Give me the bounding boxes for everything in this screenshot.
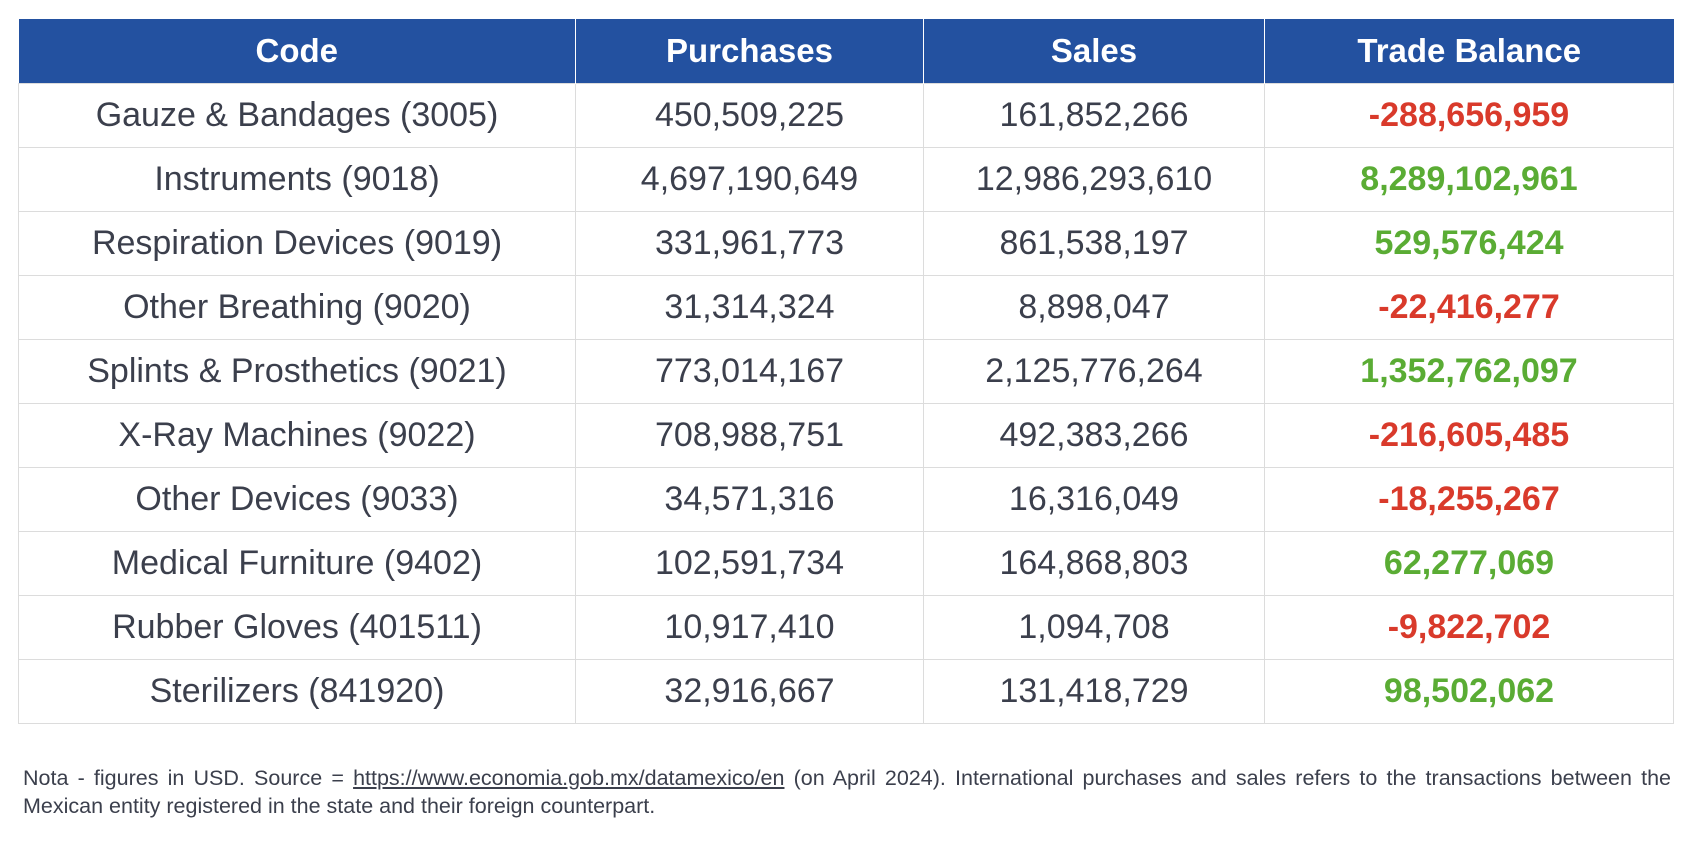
table-cell: Instruments (9018): [18, 147, 576, 212]
table-row: Medical Furniture (9402) 102,591,734 164,8…: [18, 531, 1674, 596]
table-cell: 708,988,751: [575, 403, 924, 468]
table-cell: Rubber Gloves (401511): [18, 595, 576, 660]
table-cell: 34,571,316: [575, 467, 924, 532]
table-cell: 164,868,803: [923, 531, 1265, 596]
table-cell: 1,352,762,097: [1264, 339, 1674, 404]
table-cell: 98,502,062: [1264, 659, 1674, 724]
table-cell: Other Breathing (9020): [18, 275, 576, 340]
source-link[interactable]: https://www.economia.gob.mx/datamexico/e…: [353, 766, 785, 790]
table-row: Other Devices (9033) 34,571,316 16,316,049…: [18, 467, 1674, 532]
table-row: Respiration Devices (9019) 331,961,773 861…: [18, 211, 1674, 276]
table-cell: 12,986,293,610: [923, 147, 1265, 212]
table-cell: 492,383,266: [923, 403, 1265, 468]
table-cell: -9,822,702: [1264, 595, 1674, 660]
table-cell: Other Devices (9033): [18, 467, 576, 532]
table-cell: 16,316,049: [923, 467, 1265, 532]
column-header: Trade Balance: [1264, 19, 1674, 84]
note-text: (on April 2024). International purchases…: [23, 766, 1671, 818]
table-cell: 8,898,047: [923, 275, 1265, 340]
table-cell: 1,094,708: [923, 595, 1265, 660]
table-cell: Medical Furniture (9402): [18, 531, 576, 596]
table-cell: 4,697,190,649: [575, 147, 924, 212]
table-row: Sterilizers (841920) 32,916,667 131,418,72…: [18, 659, 1674, 724]
table-cell: 32,916,667: [575, 659, 924, 724]
table-cell: 31,314,324: [575, 275, 924, 340]
table-cell: Splints & Prosthetics (9021): [18, 339, 576, 404]
table-cell: Sterilizers (841920): [18, 659, 576, 724]
table-cell: Gauze & Bandages (3005): [18, 83, 576, 148]
table-cell: 8,289,102,961: [1264, 147, 1674, 212]
table-cell: 861,538,197: [923, 211, 1265, 276]
table-row: Other Breathing (9020) 31,314,324 8,898,04…: [18, 275, 1674, 340]
table-cell: 2,125,776,264: [923, 339, 1265, 404]
table-cell: 131,418,729: [923, 659, 1265, 724]
footnote: Nota - figures in USD. Source = https://…: [23, 764, 1671, 820]
table-cell: 773,014,167: [575, 339, 924, 404]
table-row: Instruments (9018) 4,697,190,649 12,986,29…: [18, 147, 1674, 212]
column-header: Code: [18, 19, 576, 84]
column-header: Sales: [923, 19, 1265, 84]
table-cell: X-Ray Machines (9022): [18, 403, 576, 468]
note-text: Nota - figures in USD. Source =: [23, 766, 354, 790]
table-row: Splints & Prosthetics (9021) 773,014,167 2…: [18, 339, 1674, 404]
table-body: Gauze & Bandages (3005) 450,509,225 161,85…: [18, 83, 1674, 724]
table-cell: 62,277,069: [1264, 531, 1674, 596]
table-cell: 450,509,225: [575, 83, 924, 148]
trade-table: Code Purchases Sales Trade Balance Gauze & …: [18, 19, 1674, 724]
table-row: Gauze & Bandages (3005) 450,509,225 161,85…: [18, 83, 1674, 148]
table-cell: -18,255,267: [1264, 467, 1674, 532]
table-cell: 161,852,266: [923, 83, 1265, 148]
table-cell: 102,591,734: [575, 531, 924, 596]
table-cell: 10,917,410: [575, 595, 924, 660]
header-row: Code Purchases Sales Trade Balance: [18, 19, 1674, 84]
table-cell: -288,656,959: [1264, 83, 1674, 148]
column-header: Purchases: [575, 19, 924, 84]
table-row: Rubber Gloves (401511) 10,917,410 1,094,70…: [18, 595, 1674, 660]
table-cell: 529,576,424: [1264, 211, 1674, 276]
table-cell: 331,961,773: [575, 211, 924, 276]
table-cell: -216,605,485: [1264, 403, 1674, 468]
table-row: X-Ray Machines (9022) 708,988,751 492,383,…: [18, 403, 1674, 468]
table-cell: Respiration Devices (9019): [18, 211, 576, 276]
table-cell: -22,416,277: [1264, 275, 1674, 340]
